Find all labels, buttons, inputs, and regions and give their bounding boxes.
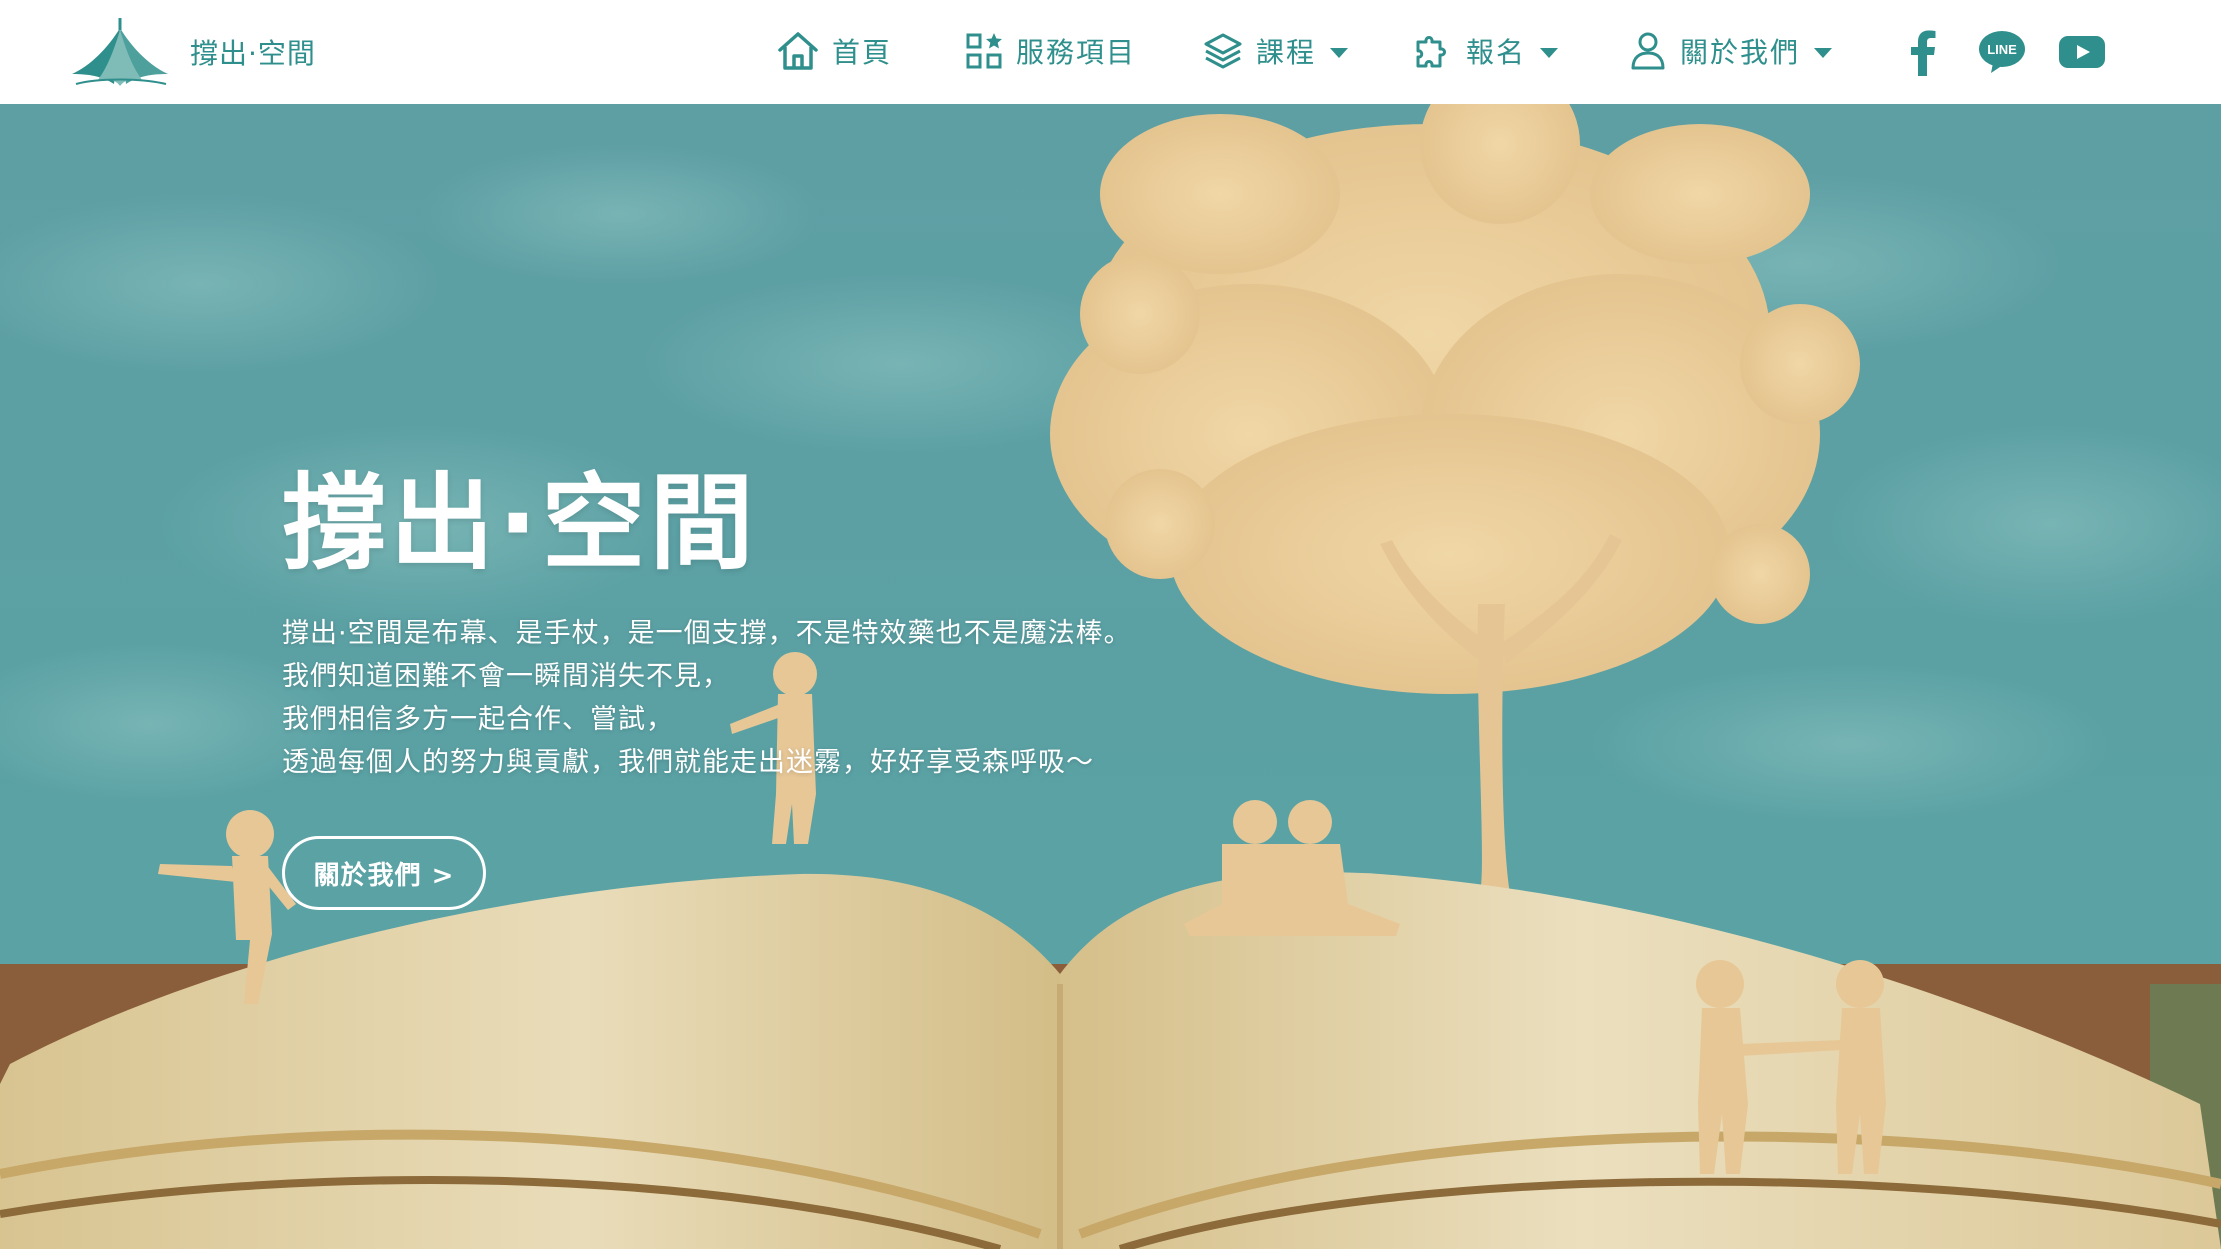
layers-icon — [1204, 33, 1242, 69]
hero-line: 透過每個人的努力與貢獻，我們就能走出迷霧，好好享受森呼吸～ — [282, 746, 1094, 778]
nav-about-label: 關於我們 — [1680, 36, 1801, 69]
brand-name: 撐出·空間 — [190, 37, 316, 70]
hero-description: 撐出·空間是布幕、是手杖，是一個支撐，不是特效藥也不是魔法棒。 我們知道困難不會… — [282, 612, 1282, 784]
user-icon — [1631, 32, 1665, 70]
tent-logo-icon — [72, 18, 168, 86]
nav-services-label: 服務項目 — [1016, 36, 1137, 69]
about-us-button[interactable]: 關於我們 > — [282, 836, 486, 910]
nav-home[interactable]: 首頁 — [776, 26, 892, 76]
facebook-icon — [1911, 30, 1936, 76]
brand-link[interactable]: 撐出·空間 — [68, 14, 316, 90]
chevron-down-icon — [1330, 48, 1349, 58]
chevron-down-icon — [1814, 48, 1833, 58]
nav-courses-label: 課程 — [1256, 36, 1317, 69]
nav-register-label: 報名 — [1466, 36, 1527, 69]
top-navbar: 撐出·空間 首頁 服務項目 課程 報名 — [0, 0, 2221, 104]
nav-register[interactable]: 報名 — [1412, 26, 1559, 76]
facebook-link[interactable] — [1894, 24, 1950, 80]
nav-home-label: 首頁 — [832, 36, 893, 69]
nav-about[interactable]: 關於我們 — [1628, 26, 1833, 76]
hero-illustration — [0, 104, 2221, 1249]
youtube-link[interactable] — [2054, 24, 2110, 80]
svg-text:LINE: LINE — [1987, 42, 2017, 57]
hero-title: 撐出·空間 — [282, 462, 758, 584]
hero-content: 撐出·空間 撐出·空間是布幕、是手杖，是一個支撐，不是特效藥也不是魔法棒。 我們… — [282, 462, 1282, 910]
hero-banner: 撐出·空間 撐出·空間是布幕、是手杖，是一個支撐，不是特效藥也不是魔法棒。 我們… — [0, 104, 2221, 1249]
puzzle-icon — [1416, 36, 1446, 68]
youtube-icon — [2059, 36, 2105, 68]
grid-star-icon — [966, 33, 1002, 69]
hero-line: 撐出·空間是布幕、是手杖，是一個支撐，不是特效藥也不是魔法棒。 — [282, 617, 1132, 649]
line-link[interactable]: LINE — [1974, 24, 2030, 80]
nav-courses[interactable]: 課程 — [1202, 26, 1349, 76]
line-icon: LINE — [1979, 31, 2025, 73]
home-icon — [778, 32, 818, 70]
chevron-down-icon — [1540, 48, 1559, 58]
nav-services[interactable]: 服務項目 — [964, 26, 1136, 76]
hero-line: 我們相信多方一起合作、嘗試， — [282, 703, 674, 735]
hero-line: 我們知道困難不會一瞬間消失不見， — [282, 660, 730, 692]
